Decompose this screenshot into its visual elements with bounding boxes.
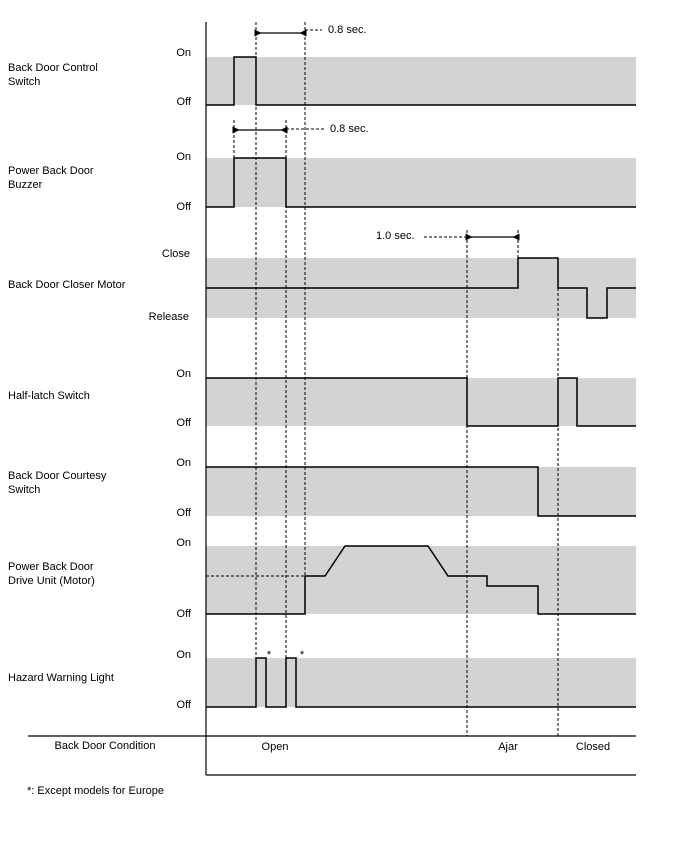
- level-label: On: [176, 649, 191, 661]
- level-label: On: [176, 151, 191, 163]
- timing-label: 0.8 sec.: [328, 24, 367, 36]
- signal-label: Switch: [8, 76, 40, 88]
- level-label: Close: [162, 248, 190, 260]
- signal-label: Back Door Closer Motor: [8, 279, 126, 291]
- labels: Back Door Control Switch On Off Power Ba…: [8, 24, 610, 797]
- signal-label: Switch: [8, 484, 40, 496]
- level-label: Release: [149, 311, 189, 323]
- signal-label: Half-latch Switch: [8, 390, 90, 402]
- level-label: Off: [177, 96, 192, 108]
- asterisk: *: [267, 649, 272, 661]
- bands: [206, 57, 636, 707]
- timing-label: 0.8 sec.: [330, 123, 369, 135]
- signal-label: Buzzer: [8, 179, 43, 191]
- condition-state: Open: [262, 741, 289, 753]
- waveforms: [206, 56, 636, 708]
- level-label: Off: [177, 699, 192, 711]
- signal-label: Power Back Door: [8, 561, 94, 573]
- signal-label: Back Door Control: [8, 62, 98, 74]
- signal-label: Power Back Door: [8, 165, 94, 177]
- footnote: *: Except models for Europe: [27, 785, 164, 797]
- level-label: Off: [177, 608, 192, 620]
- condition-label: Back Door Condition: [55, 740, 156, 752]
- signal-label: Drive Unit (Motor): [8, 575, 95, 587]
- level-label: On: [176, 47, 191, 59]
- arrows: [232, 29, 520, 241]
- level-label: Off: [177, 507, 192, 519]
- timing-label: 1.0 sec.: [376, 230, 415, 242]
- signal-label: Back Door Courtesy: [8, 470, 107, 482]
- level-label: Off: [177, 417, 192, 429]
- level-label: On: [176, 457, 191, 469]
- frame: [28, 22, 636, 776]
- level-label: Off: [177, 201, 192, 213]
- level-label: On: [176, 368, 191, 380]
- condition-state: Ajar: [498, 741, 518, 753]
- level-label: On: [176, 537, 191, 549]
- condition-state: Closed: [576, 741, 610, 753]
- asterisk: *: [300, 649, 305, 661]
- signal-label: Hazard Warning Light: [8, 672, 114, 684]
